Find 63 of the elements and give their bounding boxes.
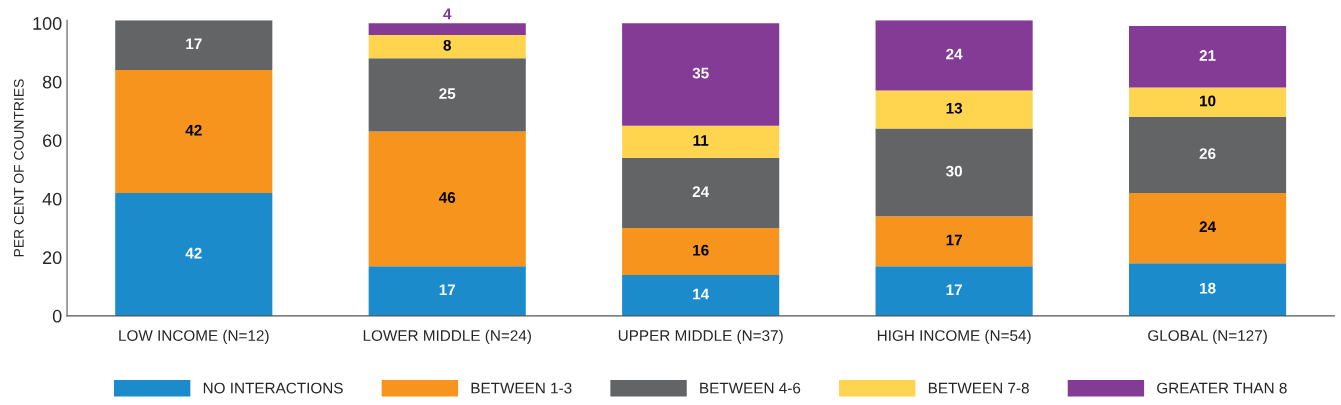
bar <box>115 192 273 316</box>
data-label: 10 <box>1200 95 1216 107</box>
data-label: 8 <box>443 39 451 51</box>
bar <box>875 20 1033 91</box>
data-label: 24 <box>946 48 963 60</box>
bar <box>622 228 780 275</box>
data-label: 18 <box>1200 282 1216 294</box>
bar <box>115 70 273 193</box>
bar <box>622 23 780 126</box>
data-label: 46 <box>438 192 456 203</box>
x-tick-label: HIGH INCOME (N=54) <box>877 329 1031 345</box>
bar <box>1129 116 1287 193</box>
x-tick-label: UPPER MIDDLE (N=37) <box>618 329 783 345</box>
legend-label: NO INTERACTIONS <box>203 382 343 394</box>
bar <box>368 266 526 316</box>
bar <box>115 20 273 71</box>
data-label: 16 <box>693 244 709 256</box>
y-tick-label: 100 <box>33 17 62 30</box>
bar <box>1129 87 1287 117</box>
legend-label: BETWEEN 1-3 <box>471 382 572 394</box>
bar <box>622 125 780 158</box>
y-tick-label: 60 <box>43 134 62 147</box>
bar <box>368 34 526 59</box>
data-label: 42 <box>185 247 202 259</box>
data-label: 17 <box>946 234 962 246</box>
bar <box>1129 26 1287 88</box>
legend-label: BETWEEN 4-6 <box>700 382 801 394</box>
data-label: 25 <box>439 88 456 99</box>
data-label: 13 <box>946 102 963 114</box>
bar <box>622 274 780 316</box>
y-tick-label: 0 <box>52 309 62 323</box>
data-label: 26 <box>1199 148 1216 159</box>
bar <box>1129 263 1287 316</box>
data-label: 4 <box>443 8 452 20</box>
bar <box>875 216 1033 267</box>
bar <box>875 128 1033 217</box>
data-label: 24 <box>1199 221 1216 233</box>
y-tick-label: 80 <box>42 75 62 89</box>
bar <box>875 266 1033 316</box>
bar <box>368 131 526 267</box>
x-tick-label: LOWER MIDDLE (N=24) <box>363 329 531 345</box>
data-label: 21 <box>1199 50 1216 61</box>
bar <box>368 58 526 132</box>
data-label: 24 <box>692 186 710 197</box>
y-tick-label: 40 <box>42 192 62 206</box>
data-label: 17 <box>439 284 456 295</box>
bar <box>1129 192 1287 264</box>
data-label: 11 <box>693 135 709 146</box>
bar <box>875 90 1033 129</box>
data-label: 42 <box>185 124 202 136</box>
data-label: 30 <box>945 165 962 177</box>
data-label: 17 <box>946 284 962 295</box>
bar <box>622 157 780 229</box>
y-tick-label: 20 <box>43 251 62 265</box>
data-label: 35 <box>692 67 709 79</box>
data-label: 14 <box>693 288 710 300</box>
legend-label: BETWEEN 7-8 <box>928 382 1029 394</box>
bar <box>368 23 526 35</box>
y-axis-title: PER CENT OF COUNTRIES <box>13 79 24 257</box>
data-label: 17 <box>186 38 202 50</box>
x-tick-label: LOW INCOME (N=12) <box>119 329 269 345</box>
x-tick-label: GLOBAL (N=127) <box>1148 329 1267 345</box>
legend-label: GREATER THAN 8 <box>1157 382 1287 394</box>
